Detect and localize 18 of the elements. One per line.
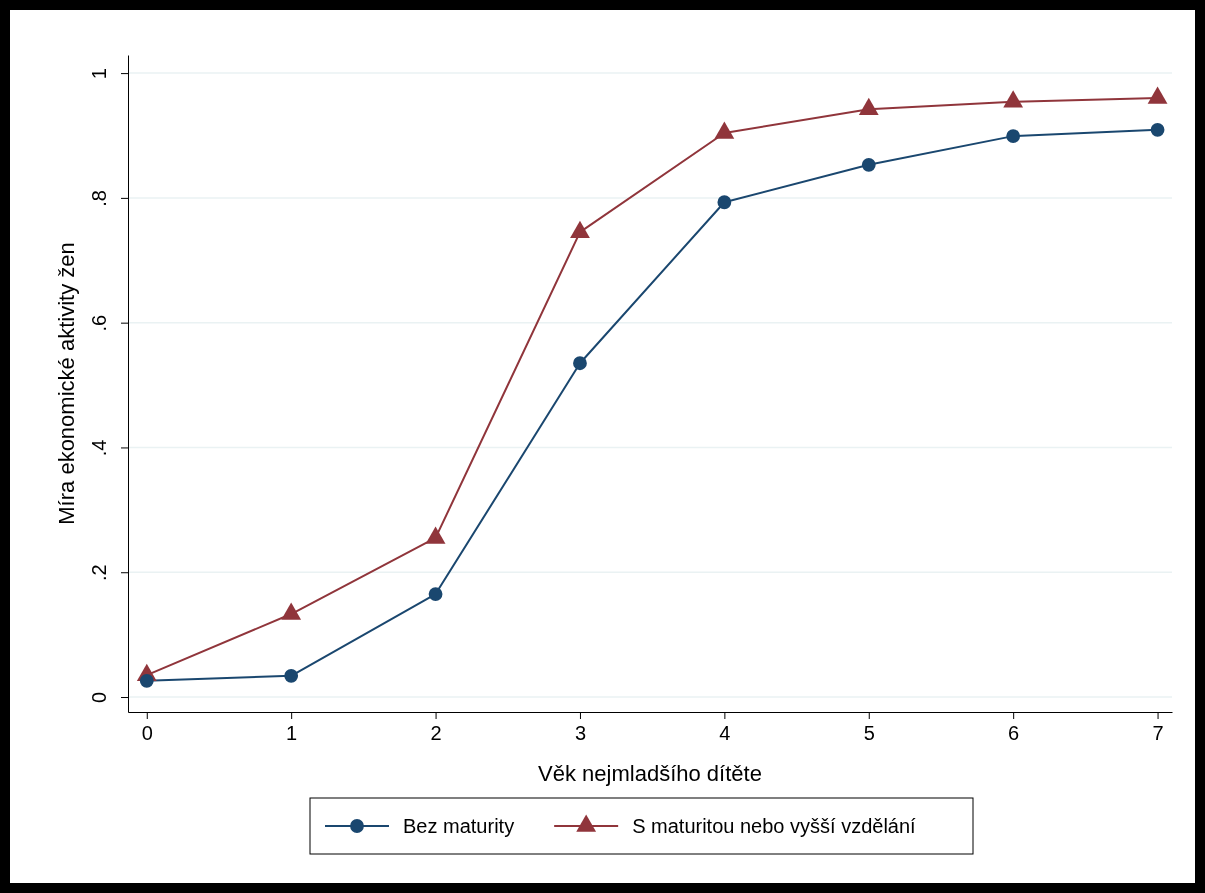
- y-tick-label: .2: [88, 564, 110, 582]
- x-tick-label: 4: [719, 722, 731, 744]
- x-tick-label: 7: [1152, 722, 1164, 744]
- y-tick-label: .4: [88, 439, 110, 457]
- x-tick-label: 1: [286, 722, 298, 744]
- x-tick-label: 5: [863, 722, 875, 744]
- y-axis-title: Míra ekonomické aktivity žen: [54, 242, 79, 525]
- x-tick-label: 6: [1008, 722, 1020, 744]
- y-tick-label: 1: [88, 68, 110, 80]
- legend-label: Bez maturity: [403, 815, 515, 837]
- y-tick-label: 0: [88, 691, 110, 704]
- x-tick-label: 0: [141, 722, 153, 744]
- y-tick-label: .8: [88, 190, 110, 207]
- legend-label: S maturitou nebo vyšší vzdělání: [632, 815, 917, 837]
- x-tick-label: 3: [574, 722, 587, 744]
- x-tick-label: 2: [430, 722, 442, 744]
- y-tick-label: .6: [88, 314, 110, 332]
- x-axis-title: Věk nejmladšího dítěte: [538, 761, 762, 786]
